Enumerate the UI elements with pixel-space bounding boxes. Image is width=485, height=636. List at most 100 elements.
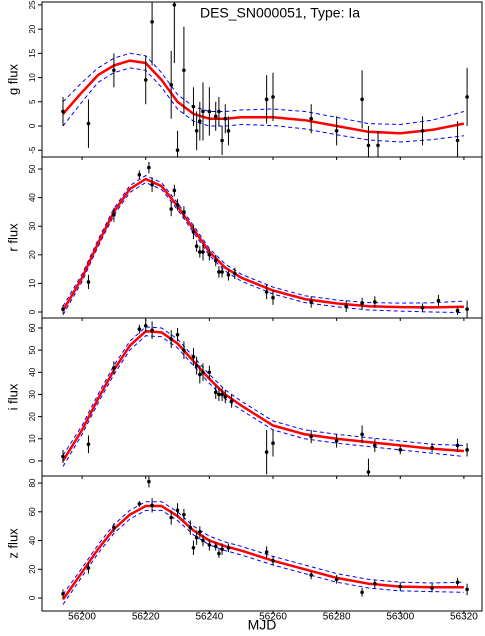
data-point [271,558,275,563]
data-point [175,148,180,153]
fit-band [62,181,464,316]
plot-frame [41,317,483,477]
x-tick-label: 56320 [450,612,478,623]
data-point [147,479,151,484]
data-point [366,143,371,148]
data-point [398,448,403,452]
data-point [61,109,65,114]
data-point [465,448,469,452]
y-tick-label: 20 [28,250,37,259]
y-tick-label: 40 [28,367,37,376]
data-point [201,370,205,375]
data-point [191,230,196,234]
data-point [360,590,364,595]
data-point [309,300,313,304]
data-point [226,129,231,133]
data-point [194,363,199,368]
data-point [213,258,218,263]
data-point [366,470,371,474]
data-point [169,337,173,341]
data-point [220,392,224,397]
data-point [264,97,269,102]
data-point [334,439,339,443]
fit-line [61,177,464,312]
data-point [223,394,228,399]
data-point [207,253,212,257]
data-point [86,121,91,126]
data-point [220,270,224,274]
data-point [455,443,460,448]
y-tick-label: 10 [28,278,37,287]
data-point [198,119,202,123]
data-point [271,441,275,446]
data-point [175,332,180,337]
data-point [143,78,148,82]
data-point [271,295,275,300]
data-point [137,502,142,506]
data-point [420,129,425,133]
data-point [86,280,91,284]
data-point [264,290,269,294]
data-point [207,370,212,375]
fit-band [62,175,464,307]
plot-frame [41,156,483,319]
fit-band [62,52,465,126]
data-point [220,138,224,143]
x-tick-label: 56300 [386,612,414,623]
data-point [309,434,313,439]
y-axis-label: r flux [5,223,20,252]
data-point [360,97,364,102]
data-point [150,20,154,24]
data-point [360,301,364,306]
data-point [191,354,196,359]
y-tick-label: 5 [28,99,37,104]
y-tick-label: 25 [28,0,37,9]
y-tick-label: 50 [28,164,37,173]
data-point [137,327,142,331]
data-point [112,366,116,370]
data-point [271,95,275,99]
y-tick-label: 60 [28,507,37,516]
data-point [150,503,154,508]
data-point [112,525,116,530]
data-point [213,544,218,549]
data-point [264,450,269,454]
data-point [217,109,221,114]
data-point [334,577,339,582]
x-tick-label: 56240 [195,612,223,623]
y-tick-label: 20 [28,564,37,573]
data-point [455,138,460,143]
data-point [213,114,218,119]
data-point [175,508,180,513]
data-point [201,109,205,114]
data-point [198,250,202,254]
data-point [175,202,180,207]
data-point [112,212,116,217]
x-tick-label: 56200 [68,612,96,623]
data-point [137,172,142,177]
fit-band [62,509,464,605]
y-tick-label: 15 [28,48,37,57]
y-tick-label: 0 [28,595,37,600]
data-point [207,543,212,547]
data-point [61,307,65,311]
y-tick-label: 20 [28,24,37,33]
data-point [229,399,234,403]
y-tick-label: 0 [28,123,37,128]
y-axis-label: z flux [5,528,20,559]
fit-line [61,504,464,601]
data-point [182,512,186,517]
data-point [188,525,193,530]
chart-title: DES_SN000051, Type: Ia [200,5,360,21]
data-point [217,270,221,274]
data-point [191,104,196,109]
data-point [172,3,177,7]
data-point [182,348,186,352]
y-tick-label: 40 [28,193,37,202]
data-point [201,538,205,543]
data-point [169,515,173,520]
y-tick-label: 30 [28,221,37,230]
data-point [86,566,91,570]
data-point [376,143,380,148]
